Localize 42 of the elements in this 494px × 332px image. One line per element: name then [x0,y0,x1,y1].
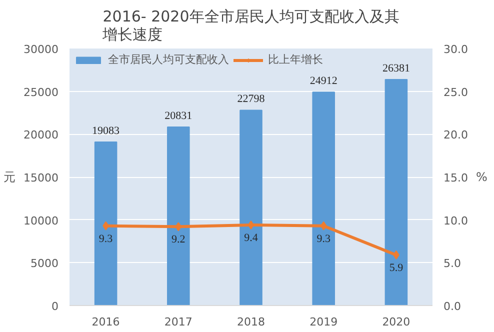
y-tick-label: 5000 [30,257,59,270]
y-axis-title: 元 [4,170,16,184]
x-tick-label: 2019 [310,316,338,328]
point [320,221,327,230]
y-tick-label: 25000 [24,86,59,99]
data-label: 5.9 [389,262,404,274]
x-tick-label: 2020 [382,316,410,328]
data-label: 9.4 [244,232,258,244]
data-label: 24912 [310,75,338,88]
y2-tick-label: 0.0 [444,300,461,313]
point [175,222,182,232]
data-label: 20831 [164,110,192,122]
bar [312,92,335,306]
y2-tick-label: 15.0 [444,172,468,184]
y2-tick-label: 25.0 [444,86,468,99]
y-tick-label: 15000 [24,172,59,184]
y2-tick-label: 10.0 [444,214,468,228]
legend-label: 全市居民人均可支配收入 [108,52,229,67]
y2-axis-title: % [476,170,488,184]
y2-tick-label: 5.0 [444,257,461,270]
data-label: 9.3 [316,232,331,245]
x-tick-label: 2017 [164,316,192,328]
bar [167,126,190,306]
point [248,220,254,230]
y2-tick-label: 30.0 [444,43,468,56]
data-label: 9.3 [98,232,114,245]
chart-title: 2016- 2020年全市居民人均可支配收入及其增长速度 [102,8,400,44]
y-tick-label: 0 [52,300,58,313]
y2-tick-label: 20.0 [444,128,468,142]
y-tick-label: 30000 [24,43,59,56]
bar [94,142,118,306]
x-tick-label: 2018 [237,316,266,328]
y-tick-label: 20000 [24,128,59,142]
data-label: 26381 [382,62,410,75]
x-tick-label: 2016 [92,316,120,328]
data-label: 19083 [92,125,120,138]
y-tick-label: 10000 [24,214,59,228]
data-label: 22798 [237,93,266,106]
bar [240,110,262,306]
bar [384,79,408,306]
data-label: 9.2 [172,234,186,246]
legend-label: 比上年增长 [268,52,323,67]
